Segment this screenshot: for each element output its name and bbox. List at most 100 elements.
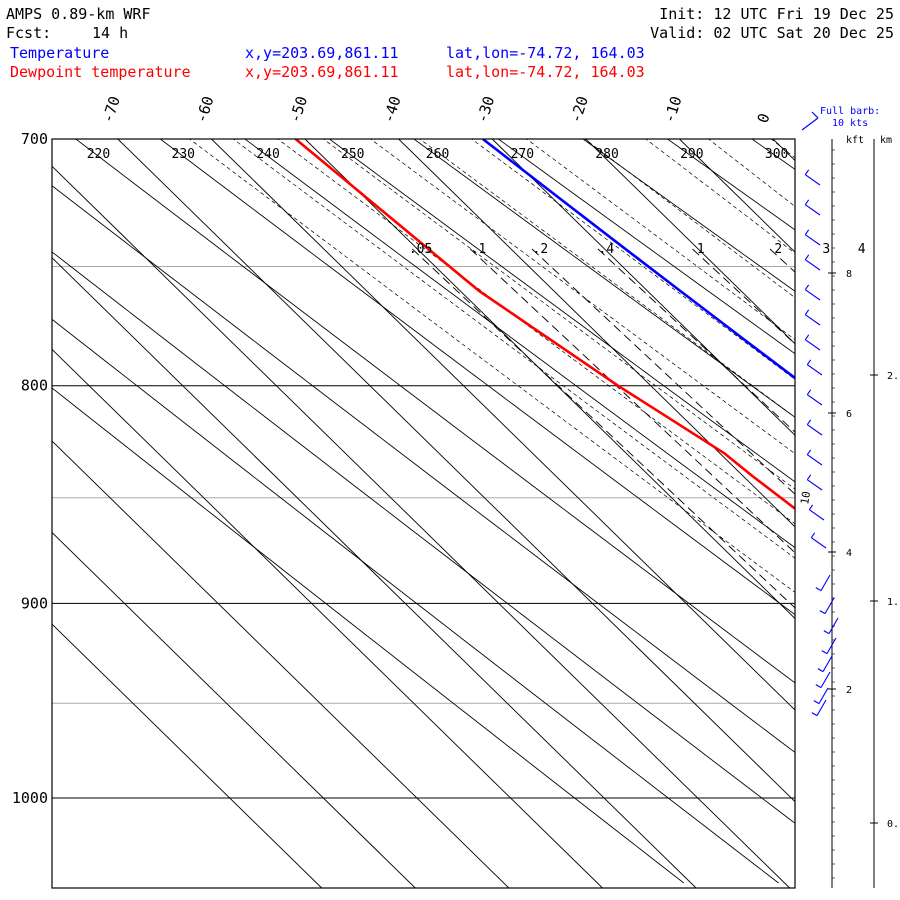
mixing-ratio-line bbox=[411, 248, 795, 609]
isotherm-label: -50 bbox=[286, 94, 311, 125]
valid-time: Valid: 02 UTC Sat 20 Dec 25 bbox=[650, 24, 894, 42]
fcst-value: 14 h bbox=[92, 24, 128, 42]
altitude-km-label: 2. bbox=[887, 371, 899, 382]
wind-barb bbox=[808, 504, 825, 521]
isotherm-label: -60 bbox=[192, 94, 217, 125]
isotherm bbox=[52, 348, 603, 888]
isotherm bbox=[52, 623, 322, 888]
isotherm bbox=[585, 139, 795, 345]
adiabat-label: 230 bbox=[172, 147, 195, 162]
mixing-ratio-line bbox=[531, 248, 795, 495]
mixing-ratio-line bbox=[769, 248, 795, 273]
wind-barb bbox=[806, 359, 823, 376]
wind-barb bbox=[804, 284, 821, 301]
dry-adiabat bbox=[244, 139, 795, 549]
moist-adiabat bbox=[707, 139, 795, 207]
isotherm bbox=[52, 531, 416, 888]
mixing-ratio-line bbox=[597, 248, 795, 433]
moist-adiabat bbox=[189, 139, 795, 593]
pressure-tick-label: 700 bbox=[21, 130, 48, 148]
legend-dewpoint-latlon: lat,lon=-74.72, 164.03 bbox=[446, 63, 645, 81]
model-title: AMPS 0.89-km WRF bbox=[6, 5, 151, 23]
moist-adiabat bbox=[770, 139, 795, 159]
adiabat-label: 300 bbox=[765, 147, 788, 162]
adiabat-label: 220 bbox=[87, 147, 110, 162]
dewpoint-profile bbox=[294, 139, 795, 511]
moist-adiabat bbox=[369, 139, 795, 455]
wind-barb bbox=[810, 532, 827, 549]
isotherm bbox=[867, 139, 900, 888]
wind-barb bbox=[804, 229, 821, 246]
wind-barb bbox=[804, 199, 821, 216]
isotherm bbox=[398, 139, 795, 528]
pressure-tick-label: 800 bbox=[21, 377, 48, 395]
wind-barb bbox=[819, 597, 835, 615]
wind-barb bbox=[804, 254, 821, 271]
wind-barb bbox=[813, 687, 829, 705]
wind-barb bbox=[817, 655, 833, 673]
isotherm-label: 0 bbox=[754, 111, 774, 125]
wind-barb bbox=[815, 574, 831, 592]
mixing-ratio-line bbox=[469, 248, 795, 554]
pressure-tick-label: 1000 bbox=[12, 789, 48, 807]
mixing-ratio-line bbox=[692, 248, 795, 345]
altitude-km-label: 0. bbox=[887, 819, 899, 830]
barb-legend-line1: Full barb: bbox=[820, 106, 880, 117]
mixing-ratio-label: .1 bbox=[471, 242, 487, 257]
altitude-kft-label: 8 bbox=[846, 269, 852, 280]
plot-frame bbox=[51, 138, 796, 889]
moist-adiabat bbox=[277, 139, 795, 525]
dry-adiabat bbox=[160, 139, 795, 616]
dry-adiabat bbox=[582, 139, 795, 292]
altitude-kft-label: 4 bbox=[846, 548, 852, 559]
mixing-ratio-label: 4 bbox=[858, 242, 866, 257]
mixing-ratio-line bbox=[818, 249, 900, 879]
adiabat-label: 280 bbox=[595, 147, 618, 162]
barb-legend-line2: 10 kts bbox=[832, 118, 868, 129]
legend-dewpoint-label: Dewpoint temperature bbox=[10, 63, 191, 81]
isotherm bbox=[52, 257, 697, 888]
dry-adiabat bbox=[52, 185, 795, 753]
mixing-ratio-line bbox=[853, 249, 900, 879]
wind-barb bbox=[811, 699, 827, 717]
dry-adiabat bbox=[329, 139, 795, 483]
mixing-ratio-label: .4 bbox=[599, 242, 615, 257]
wind-barb bbox=[806, 419, 823, 436]
mixing-ratio-label: .05 bbox=[409, 242, 432, 257]
dry-adiabat bbox=[52, 318, 779, 884]
isotherm bbox=[211, 139, 795, 711]
mixing-ratio-label: 1 bbox=[697, 242, 705, 257]
isotherm-label: -20 bbox=[566, 94, 591, 125]
dry-adiabat bbox=[498, 139, 795, 355]
fcst-label: Fcst: bbox=[6, 24, 51, 42]
temperature-profile bbox=[482, 139, 795, 380]
moist-adiabat bbox=[800, 112, 900, 900]
adiabat-label: 290 bbox=[680, 147, 703, 162]
wind-barb bbox=[804, 169, 821, 186]
altitude-km-label: 1. bbox=[887, 597, 899, 608]
pressure-tick-label: 900 bbox=[21, 594, 48, 612]
moist-adiabat bbox=[584, 139, 795, 299]
wind-barb bbox=[823, 617, 839, 635]
isotherm bbox=[772, 139, 795, 162]
isotherm bbox=[491, 139, 795, 436]
wind-barb bbox=[806, 449, 823, 466]
altitude-kft-header: kft bbox=[846, 135, 864, 146]
wind-barb bbox=[804, 334, 821, 351]
legend-temperature-latlon: lat,lon=-74.72, 164.03 bbox=[446, 44, 645, 62]
moist-adiabat bbox=[645, 139, 795, 254]
adiabat-label: 250 bbox=[341, 147, 364, 162]
isotherm bbox=[679, 139, 795, 253]
legend-temperature-label: Temperature bbox=[10, 44, 109, 62]
moist-adiabat bbox=[471, 139, 795, 380]
isotherm bbox=[117, 139, 795, 803]
legend-dewpoint-xy: x,y=203.69,861.11 bbox=[245, 63, 399, 81]
isotherm-label: -70 bbox=[98, 94, 123, 125]
wind-barb bbox=[821, 637, 837, 655]
isotherm-label: -10 bbox=[660, 94, 685, 125]
isotherm-label: -40 bbox=[379, 94, 404, 125]
isotherm-label: -30 bbox=[473, 94, 498, 125]
adiabat-label: 270 bbox=[511, 147, 534, 162]
wind-barb-speed-label: 10 bbox=[798, 490, 813, 505]
